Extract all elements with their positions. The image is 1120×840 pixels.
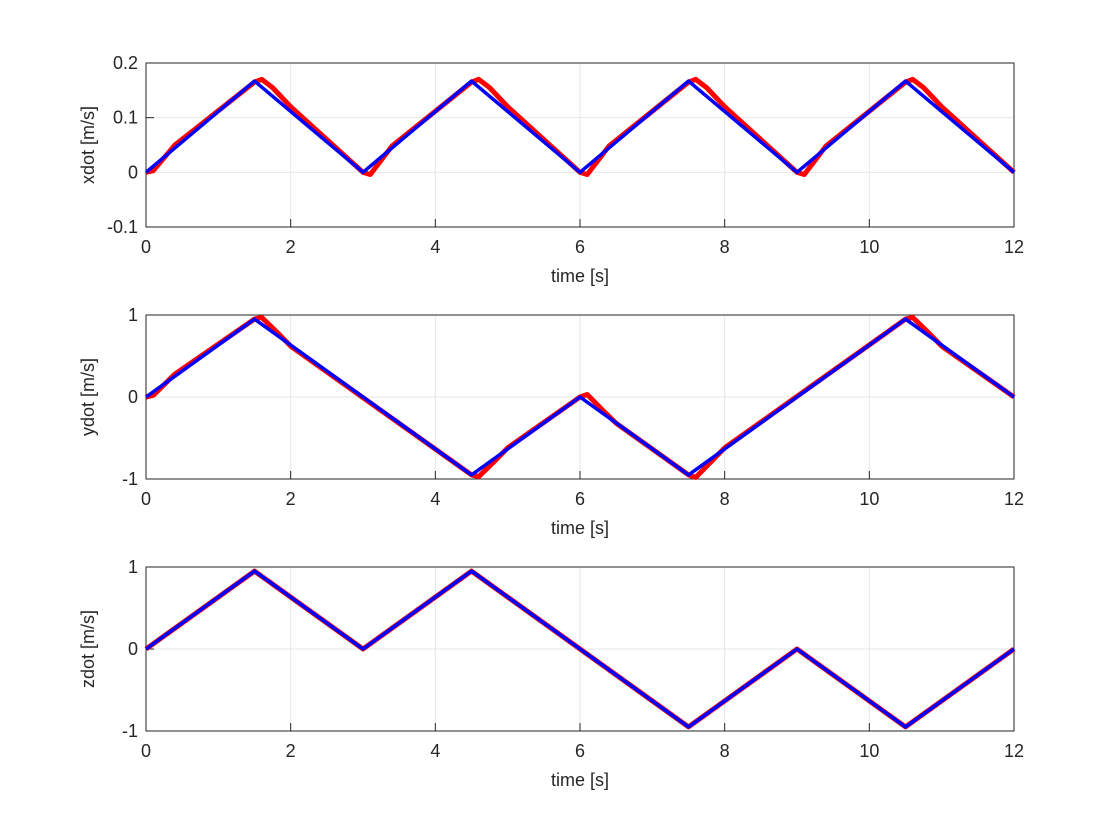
y-tick-label: -1	[122, 469, 138, 489]
y-tick-label: 1	[128, 557, 138, 577]
x-tick-label: 6	[575, 489, 585, 509]
x-axis-label: time [s]	[551, 770, 609, 790]
x-tick-label: 10	[859, 741, 879, 761]
y-tick-label: 0.2	[113, 53, 138, 73]
x-tick-label: 12	[1004, 489, 1024, 509]
x-tick-label: 0	[141, 489, 151, 509]
x-tick-label: 4	[430, 237, 440, 257]
y-axis-label: xdot [m/s]	[78, 106, 98, 184]
x-tick-label: 8	[720, 741, 730, 761]
data-line	[144, 317, 1016, 477]
x-tick-label: 8	[720, 237, 730, 257]
x-axis-label: time [s]	[551, 266, 609, 286]
x-tick-label: 12	[1004, 741, 1024, 761]
x-tick-label: 6	[575, 237, 585, 257]
y-axis-label: zdot [m/s]	[78, 610, 98, 688]
x-tick-label: 6	[575, 741, 585, 761]
x-tick-label: 10	[859, 237, 879, 257]
x-tick-label: 0	[141, 741, 151, 761]
data-line	[144, 569, 1016, 729]
y-tick-label: 0	[128, 387, 138, 407]
x-tick-label: 4	[430, 489, 440, 509]
y-tick-label: 0	[128, 162, 138, 182]
y-tick-label: -0.1	[107, 217, 138, 237]
y-tick-label: 0.1	[113, 108, 138, 128]
data-line	[144, 79, 1016, 175]
y-tick-label: 1	[128, 305, 138, 325]
x-axis-label: time [s]	[551, 518, 609, 538]
x-tick-label: 2	[286, 237, 296, 257]
x-tick-label: 2	[286, 489, 296, 509]
x-tick-label: 12	[1004, 237, 1024, 257]
axes-box	[145, 62, 1015, 228]
y-tick-label: 0	[128, 639, 138, 659]
x-tick-label: 4	[430, 741, 440, 761]
y-tick-label: -1	[122, 721, 138, 741]
x-tick-label: 0	[141, 237, 151, 257]
x-tick-label: 2	[286, 741, 296, 761]
y-axis-label: ydot [m/s]	[78, 358, 98, 436]
x-tick-label: 8	[720, 489, 730, 509]
x-tick-label: 10	[859, 489, 879, 509]
